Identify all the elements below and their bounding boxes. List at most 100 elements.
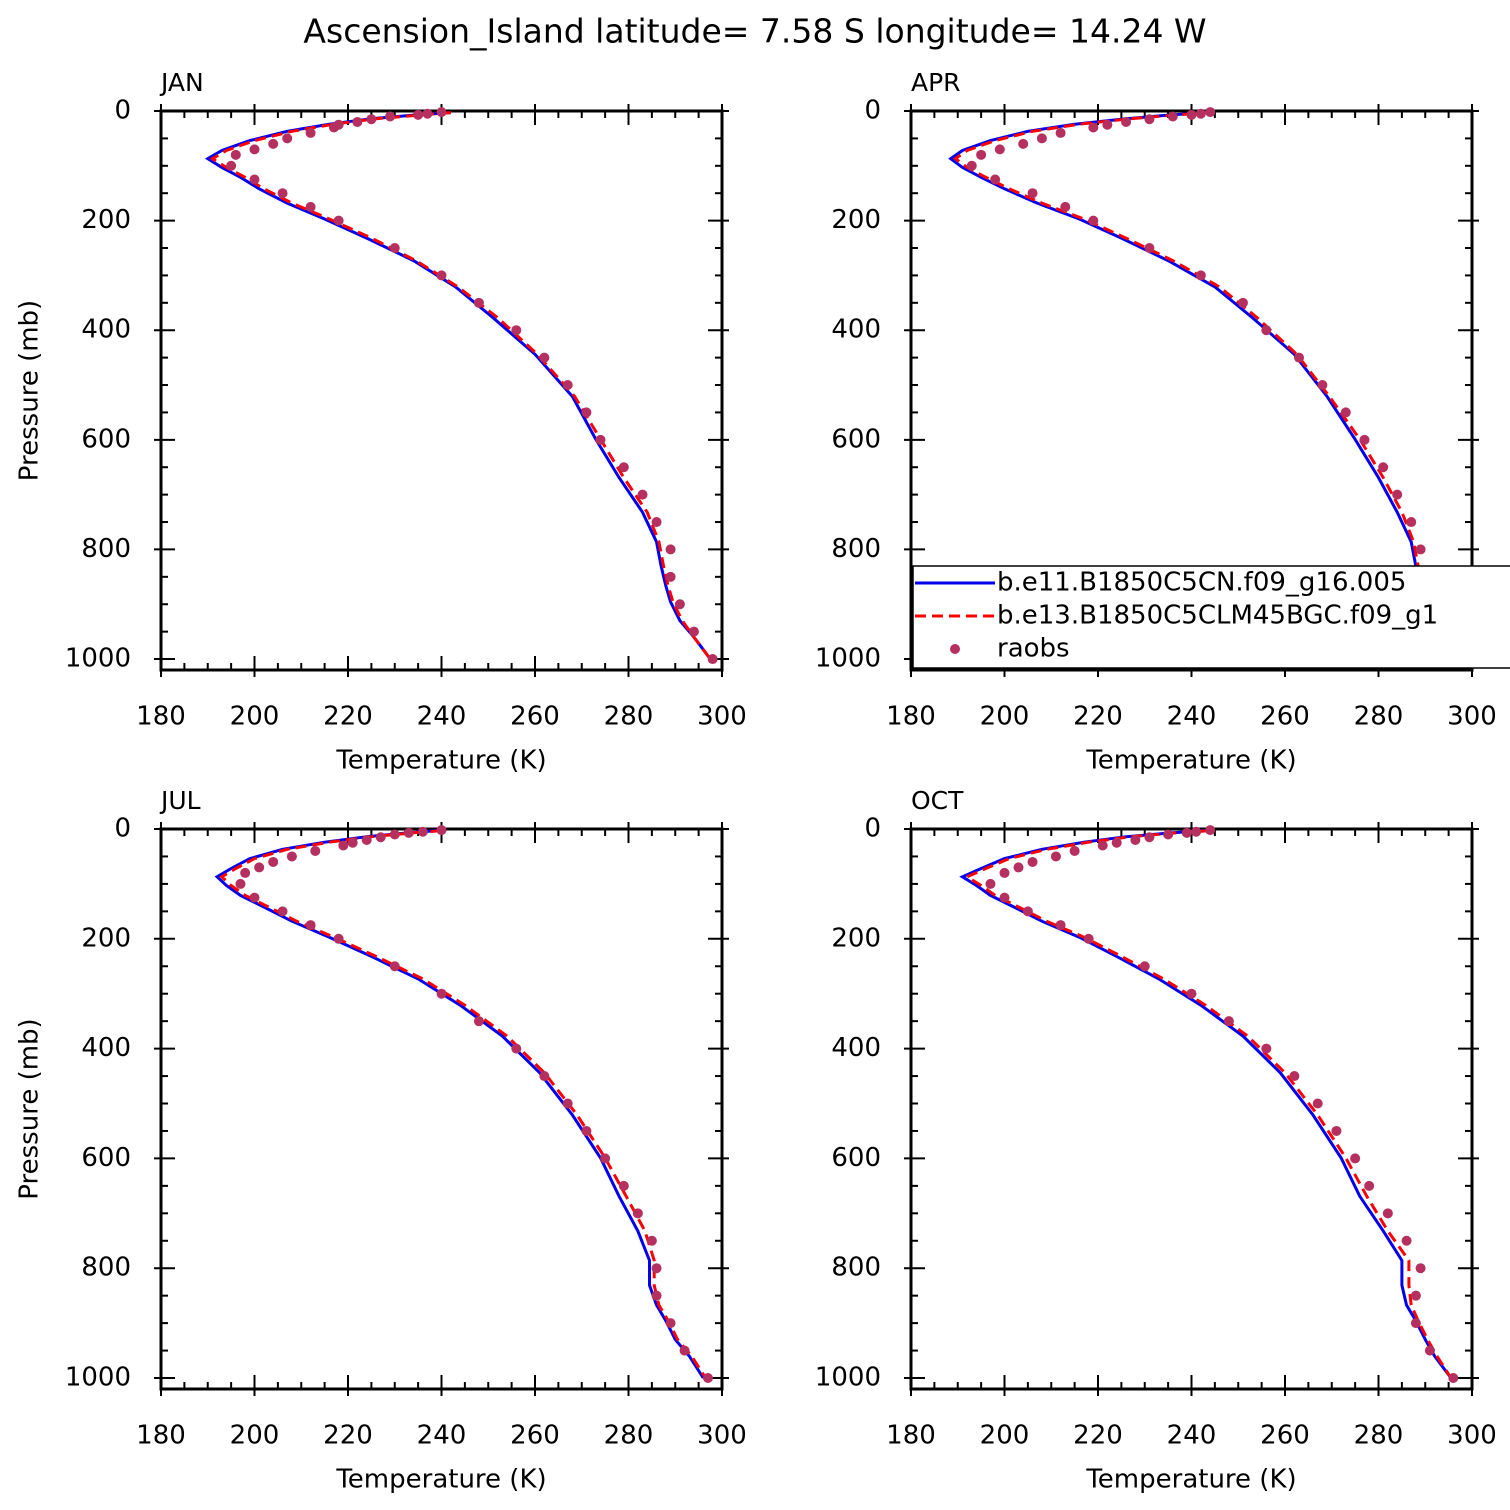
obs-point: [277, 188, 288, 199]
x-axis-label: Temperature (K): [335, 746, 546, 776]
x-tick-label: 240: [417, 702, 467, 732]
obs-point: [1289, 1071, 1300, 1082]
obs-point: [333, 215, 344, 226]
obs-point: [999, 892, 1010, 903]
legend-box: [912, 565, 1510, 669]
obs-point: [562, 1098, 573, 1109]
obs-point: [688, 626, 699, 637]
obs-point: [1097, 840, 1108, 851]
x-tick-label: 220: [1073, 1421, 1123, 1451]
obs-point: [1050, 851, 1061, 862]
obs-point: [473, 297, 484, 308]
obs-point: [305, 127, 316, 138]
y-tick-label: 0: [114, 96, 131, 126]
obs-point: [305, 201, 316, 212]
obs-point: [1261, 1043, 1272, 1054]
obs-point: [268, 138, 279, 149]
obs-point: [417, 826, 428, 837]
obs-point: [249, 892, 260, 903]
y-tick-label: 800: [81, 1253, 131, 1283]
obs-point: [389, 829, 400, 840]
x-tick-label: 220: [323, 1421, 373, 1451]
obs-point: [249, 144, 260, 155]
obs-point: [436, 988, 447, 999]
obs-point: [665, 571, 676, 582]
x-tick-label: 240: [1167, 1421, 1217, 1451]
y-tick-label: 0: [864, 96, 881, 126]
y-tick-label: 800: [81, 534, 131, 564]
y-tick-label: 800: [831, 1253, 881, 1283]
obs-point: [1013, 862, 1024, 873]
obs-point: [389, 961, 400, 972]
obs-point: [310, 845, 321, 856]
obs-point: [352, 116, 363, 127]
y-tick-label: 1000: [65, 644, 131, 674]
y-tick-label: 1000: [815, 1363, 881, 1393]
obs-point: [1060, 201, 1071, 212]
obs-point: [1195, 270, 1206, 281]
obs-point: [618, 462, 629, 473]
obs-point: [1144, 243, 1155, 254]
obs-point: [1312, 1098, 1323, 1109]
obs-point: [240, 867, 251, 878]
obs-point: [1111, 837, 1122, 848]
obs-point: [1350, 1153, 1361, 1164]
obs-point: [473, 1016, 484, 1027]
y-tick-label: 1000: [815, 644, 881, 674]
obs-point: [385, 111, 396, 122]
obs-point: [1036, 133, 1047, 144]
obs-point: [595, 434, 606, 445]
obs-point: [277, 906, 288, 917]
x-tick-label: 200: [230, 702, 280, 732]
obs-point: [1223, 1016, 1234, 1027]
obs-point: [436, 107, 447, 118]
obs-point: [1410, 1318, 1421, 1329]
obs-point: [1088, 122, 1099, 133]
y-tick-label: 200: [831, 923, 881, 953]
obs-point: [338, 840, 349, 851]
x-tick-label: 280: [604, 702, 654, 732]
obs-point: [268, 856, 279, 867]
x-tick-label: 260: [510, 1421, 560, 1451]
obs-point: [366, 114, 377, 125]
plot-frame: [159, 109, 724, 672]
obs-point: [328, 122, 339, 133]
profile-line: [963, 829, 1453, 1379]
obs-point: [1055, 127, 1066, 138]
plot-frame: [909, 827, 1474, 1391]
obs-point: [651, 1290, 662, 1301]
y-tick-label: 200: [81, 205, 131, 235]
obs-point: [1022, 906, 1033, 917]
obs-point: [422, 108, 433, 119]
obs-point: [999, 867, 1010, 878]
obs-point: [1261, 325, 1272, 336]
obs-point: [600, 1153, 611, 1164]
obs-point: [1181, 827, 1192, 838]
legend-label: b.e11.B1850C5CN.f09_g16.005: [997, 568, 1406, 598]
obs-point: [651, 1263, 662, 1274]
obs-point: [1027, 188, 1038, 199]
x-tick-label: 280: [1354, 1421, 1404, 1451]
obs-point: [1205, 825, 1216, 836]
obs-point: [1055, 920, 1066, 931]
x-tick-label: 180: [136, 1421, 186, 1451]
profile-line: [959, 829, 1453, 1379]
obs-point: [254, 862, 265, 873]
obs-point: [333, 933, 344, 944]
x-tick-label: 200: [980, 1421, 1030, 1451]
obs-point: [1331, 1125, 1342, 1136]
obs-point: [1186, 988, 1197, 999]
obs-point: [679, 1345, 690, 1356]
obs-point: [1130, 834, 1141, 845]
y-tick-label: 1000: [65, 1363, 131, 1393]
y-tick-label: 0: [864, 814, 881, 844]
obs-point: [249, 174, 260, 185]
y-tick-label: 400: [81, 1033, 131, 1063]
obs-point: [1186, 109, 1197, 120]
x-tick-label: 220: [323, 702, 373, 732]
x-tick-label: 300: [697, 1421, 747, 1451]
y-tick-label: 0: [114, 814, 131, 844]
obs-point: [1163, 829, 1174, 840]
obs-point: [1088, 215, 1099, 226]
obs-point: [286, 851, 297, 862]
